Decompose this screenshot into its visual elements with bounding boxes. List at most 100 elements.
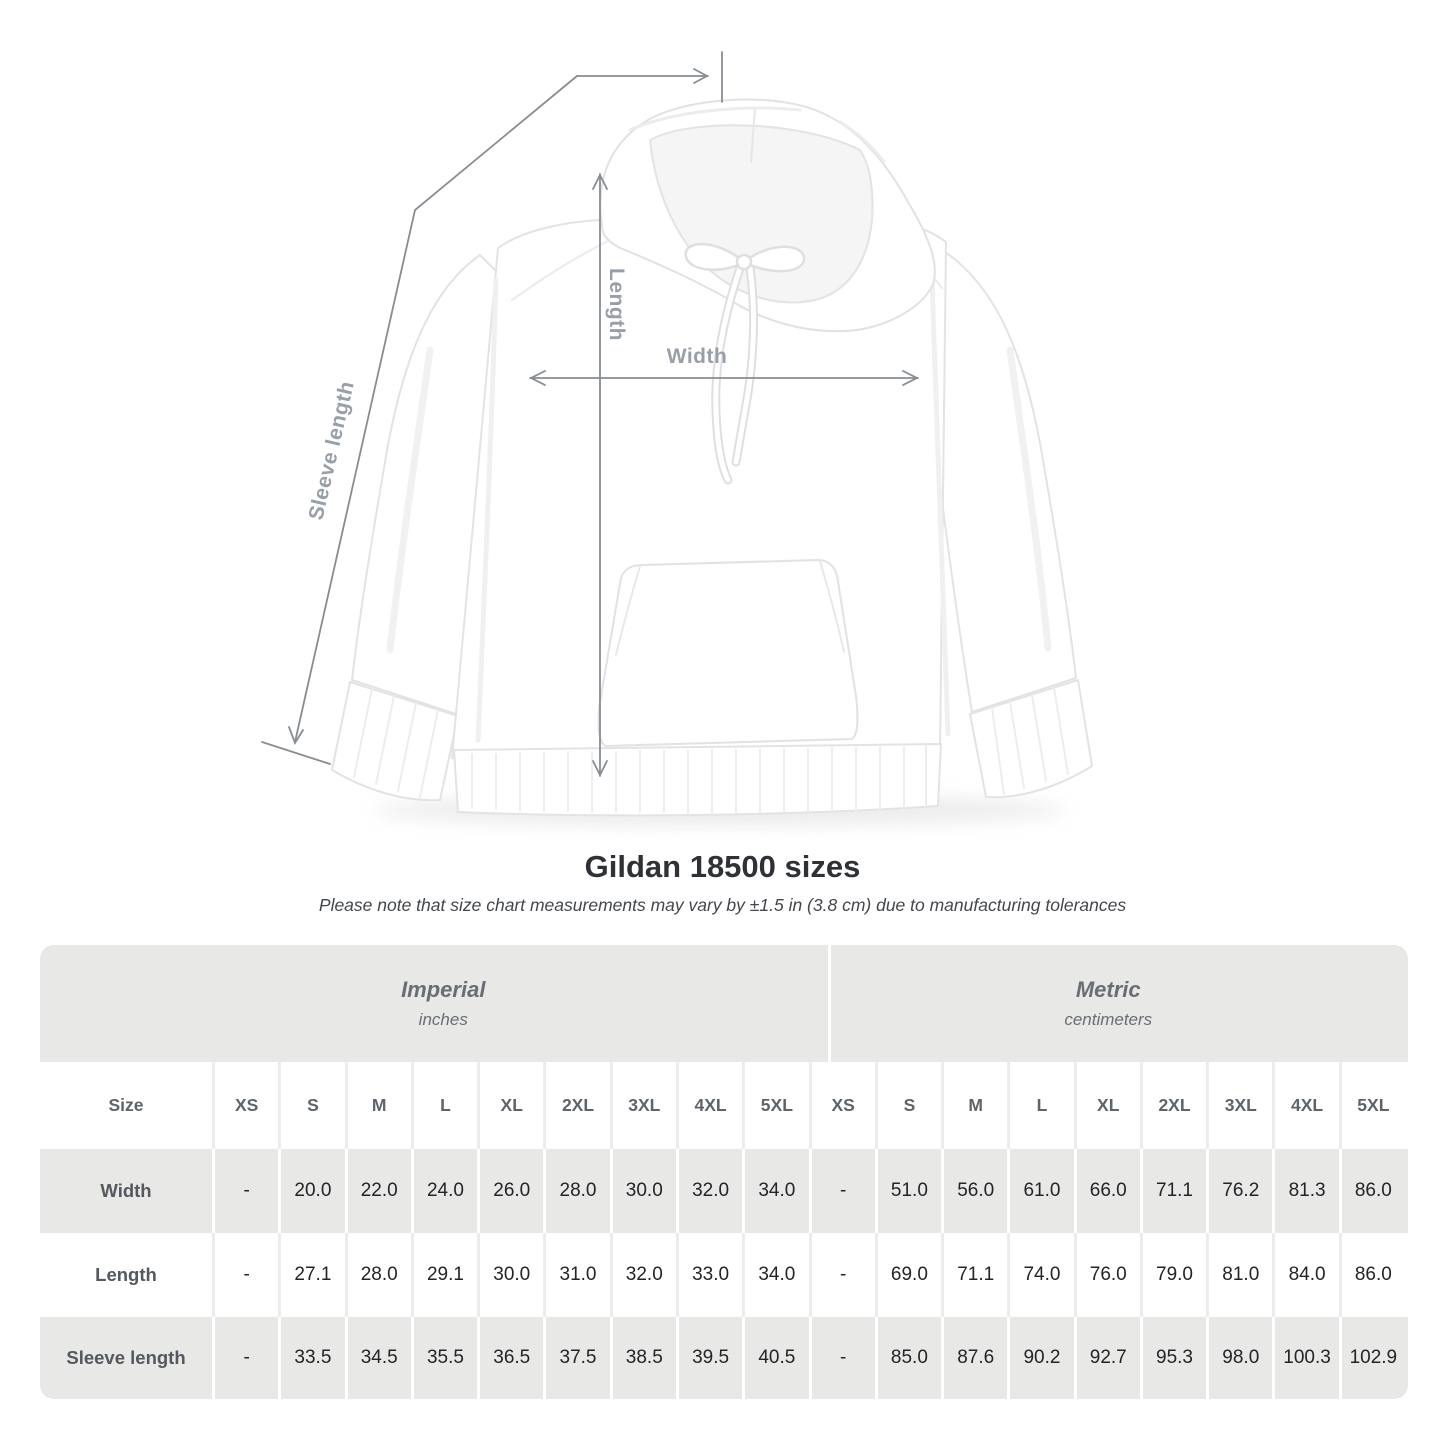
length-imperial-3xl: 32.0 bbox=[613, 1233, 679, 1317]
width-imperial-xl: 26.0 bbox=[480, 1149, 547, 1233]
length-imperial-l: 29.1 bbox=[414, 1233, 481, 1317]
length-metric-5xl: 86.0 bbox=[1354, 1264, 1392, 1285]
size-table: Imperial inches Metric centimeters Size … bbox=[40, 945, 1408, 1399]
sleeve-imperial-xs: - bbox=[215, 1317, 282, 1399]
width-metric-s: 51.0 bbox=[878, 1149, 945, 1233]
sleeve-metric-m: 87.6 bbox=[944, 1317, 1011, 1399]
sleeve-arrowhead-bottom bbox=[288, 726, 304, 746]
hood-top-gather bbox=[628, 106, 886, 164]
sleeve-imperial-2xl: 37.5 bbox=[546, 1317, 613, 1399]
size-column-header: Size bbox=[40, 1062, 215, 1149]
size-header-imperial-l: L bbox=[414, 1062, 481, 1149]
sleeve-cuff-tick bbox=[261, 741, 331, 765]
row-label-width: Width bbox=[40, 1149, 215, 1233]
length-imperial-5xl: 34.0 bbox=[745, 1233, 812, 1317]
width-label: Width bbox=[667, 345, 728, 368]
size-header-metric-5xl: 5XL bbox=[1357, 1095, 1390, 1115]
size-header-metric-m: M bbox=[944, 1062, 1011, 1149]
sleeve-metric-5xl: 102.9 bbox=[1349, 1347, 1398, 1368]
length-metric-2xl: 79.0 bbox=[1143, 1233, 1210, 1317]
length-metric-l: 74.0 bbox=[1010, 1233, 1077, 1317]
hoodie-right-sleeve bbox=[926, 251, 1077, 713]
width-metric-l: 61.0 bbox=[1010, 1149, 1077, 1233]
size-header-imperial-xl: XL bbox=[480, 1062, 547, 1149]
drawstring-right-string bbox=[733, 265, 756, 465]
hood-center-seam bbox=[750, 107, 756, 163]
size-header-imperial-4xl: 4XL bbox=[679, 1062, 746, 1149]
width-metric-2xl: 71.1 bbox=[1143, 1149, 1210, 1233]
size-header-metric-4xl: 4XL bbox=[1275, 1062, 1342, 1149]
sleeve-metric-l: 90.2 bbox=[1010, 1317, 1077, 1399]
width-arrowheads bbox=[528, 370, 920, 386]
left-cuff-ribs bbox=[353, 688, 439, 798]
sleeve-metric-4xl: 100.3 bbox=[1275, 1317, 1342, 1399]
size-header-metric-l: L bbox=[1010, 1062, 1077, 1149]
right-sleeve-crease bbox=[1006, 346, 1052, 652]
row-label-sleeve-length: Sleeve length bbox=[40, 1317, 215, 1399]
metric-group-unit: centimeters bbox=[1064, 1010, 1153, 1029]
length-metric-xs: - bbox=[812, 1233, 878, 1317]
size-header-imperial-3xl: 3XL bbox=[613, 1062, 679, 1149]
width-metric-xl: 66.0 bbox=[1077, 1149, 1143, 1233]
length-imperial-2xl: 31.0 bbox=[546, 1233, 613, 1317]
sleeve-imperial-5xl: 40.5 bbox=[745, 1317, 812, 1399]
size-header-imperial-s: S bbox=[281, 1062, 348, 1149]
width-imperial-s: 20.0 bbox=[281, 1149, 348, 1233]
drawstring-right-loop bbox=[742, 245, 806, 273]
table-row-width: Width - 20.0 22.0 24.0 26.0 28.0 30.0 32… bbox=[40, 1149, 1408, 1233]
sleeve-imperial-l: 35.5 bbox=[414, 1317, 481, 1399]
drawstring-left-string bbox=[713, 265, 743, 483]
size-header-imperial-5xl: 5XL bbox=[745, 1062, 812, 1149]
width-metric-xs: - bbox=[812, 1149, 878, 1233]
sleeve-metric-s: 85.0 bbox=[878, 1317, 945, 1399]
width-imperial-xs: - bbox=[215, 1149, 282, 1233]
size-header-row: Size XS S M L XL 2XL 3XL 4XL 5XL XS S M … bbox=[40, 1062, 1408, 1149]
imperial-group-label: Imperial bbox=[401, 977, 486, 1002]
page-title: Gildan 18500 sizes bbox=[584, 849, 861, 884]
sleeve-metric-xl: 92.7 bbox=[1077, 1317, 1143, 1399]
drawstring-knot bbox=[735, 253, 753, 271]
table-row-sleeve-length: Sleeve length - 33.5 34.5 35.5 36.5 37.5… bbox=[40, 1317, 1408, 1399]
sleeve-imperial-s: 33.5 bbox=[281, 1317, 348, 1399]
length-imperial-4xl: 33.0 bbox=[679, 1233, 746, 1317]
sleeve-arrowhead-top bbox=[693, 68, 709, 84]
sleeve-imperial-3xl: 38.5 bbox=[613, 1317, 679, 1399]
hoodie-hem-band bbox=[453, 743, 942, 817]
tolerance-note: Please note that size chart measurements… bbox=[318, 895, 1127, 915]
width-imperial-m: 22.0 bbox=[348, 1149, 414, 1233]
width-metric-3xl: 76.2 bbox=[1209, 1149, 1276, 1233]
size-header-metric-xl: XL bbox=[1077, 1062, 1143, 1149]
sleeve-metric-xs: - bbox=[812, 1317, 878, 1399]
imperial-group-unit: inches bbox=[418, 1010, 468, 1029]
sleeve-imperial-4xl: 39.5 bbox=[679, 1317, 746, 1399]
heading-block: Gildan 18500 sizes Please note that size… bbox=[0, 849, 1445, 916]
hoodie-illustration bbox=[331, 98, 1093, 817]
size-header-imperial-m: M bbox=[348, 1062, 414, 1149]
length-metric-3xl: 81.0 bbox=[1209, 1233, 1276, 1317]
size-header-metric-3xl: 3XL bbox=[1209, 1062, 1276, 1149]
measurement-lines bbox=[261, 51, 920, 778]
size-header-metric-2xl: 2XL bbox=[1143, 1062, 1210, 1149]
width-imperial-4xl: 32.0 bbox=[679, 1149, 746, 1233]
length-imperial-xs: - bbox=[215, 1233, 282, 1317]
metric-group-label: Metric bbox=[1075, 977, 1141, 1002]
size-header-imperial-xs: XS bbox=[215, 1062, 282, 1149]
width-metric-5xl: 86.0 bbox=[1354, 1180, 1392, 1201]
length-imperial-m: 28.0 bbox=[348, 1233, 414, 1317]
row-label-length: Length bbox=[40, 1233, 215, 1317]
right-cuff-ribs bbox=[991, 687, 1069, 795]
table-row-length: Length - 27.1 28.0 29.1 30.0 31.0 32.0 3… bbox=[40, 1233, 1408, 1317]
hoodie-pocket bbox=[597, 559, 859, 747]
drawstring-left-loop bbox=[684, 242, 746, 272]
sleeve-imperial-xl: 36.5 bbox=[480, 1317, 547, 1399]
imperial-group-header: Imperial inches bbox=[59, 945, 831, 1062]
width-imperial-5xl: 34.0 bbox=[745, 1149, 812, 1233]
size-header-metric-xs: XS bbox=[812, 1062, 878, 1149]
length-metric-s: 69.0 bbox=[878, 1233, 945, 1317]
sleeve-metric-3xl: 98.0 bbox=[1209, 1317, 1276, 1399]
sleeve-length-label: Sleeve length bbox=[305, 379, 359, 522]
width-imperial-l: 24.0 bbox=[414, 1149, 481, 1233]
left-sleeve-crease bbox=[386, 346, 434, 654]
size-header-metric-s: S bbox=[878, 1062, 945, 1149]
unit-group-band: Imperial inches Metric centimeters bbox=[40, 945, 1408, 1062]
